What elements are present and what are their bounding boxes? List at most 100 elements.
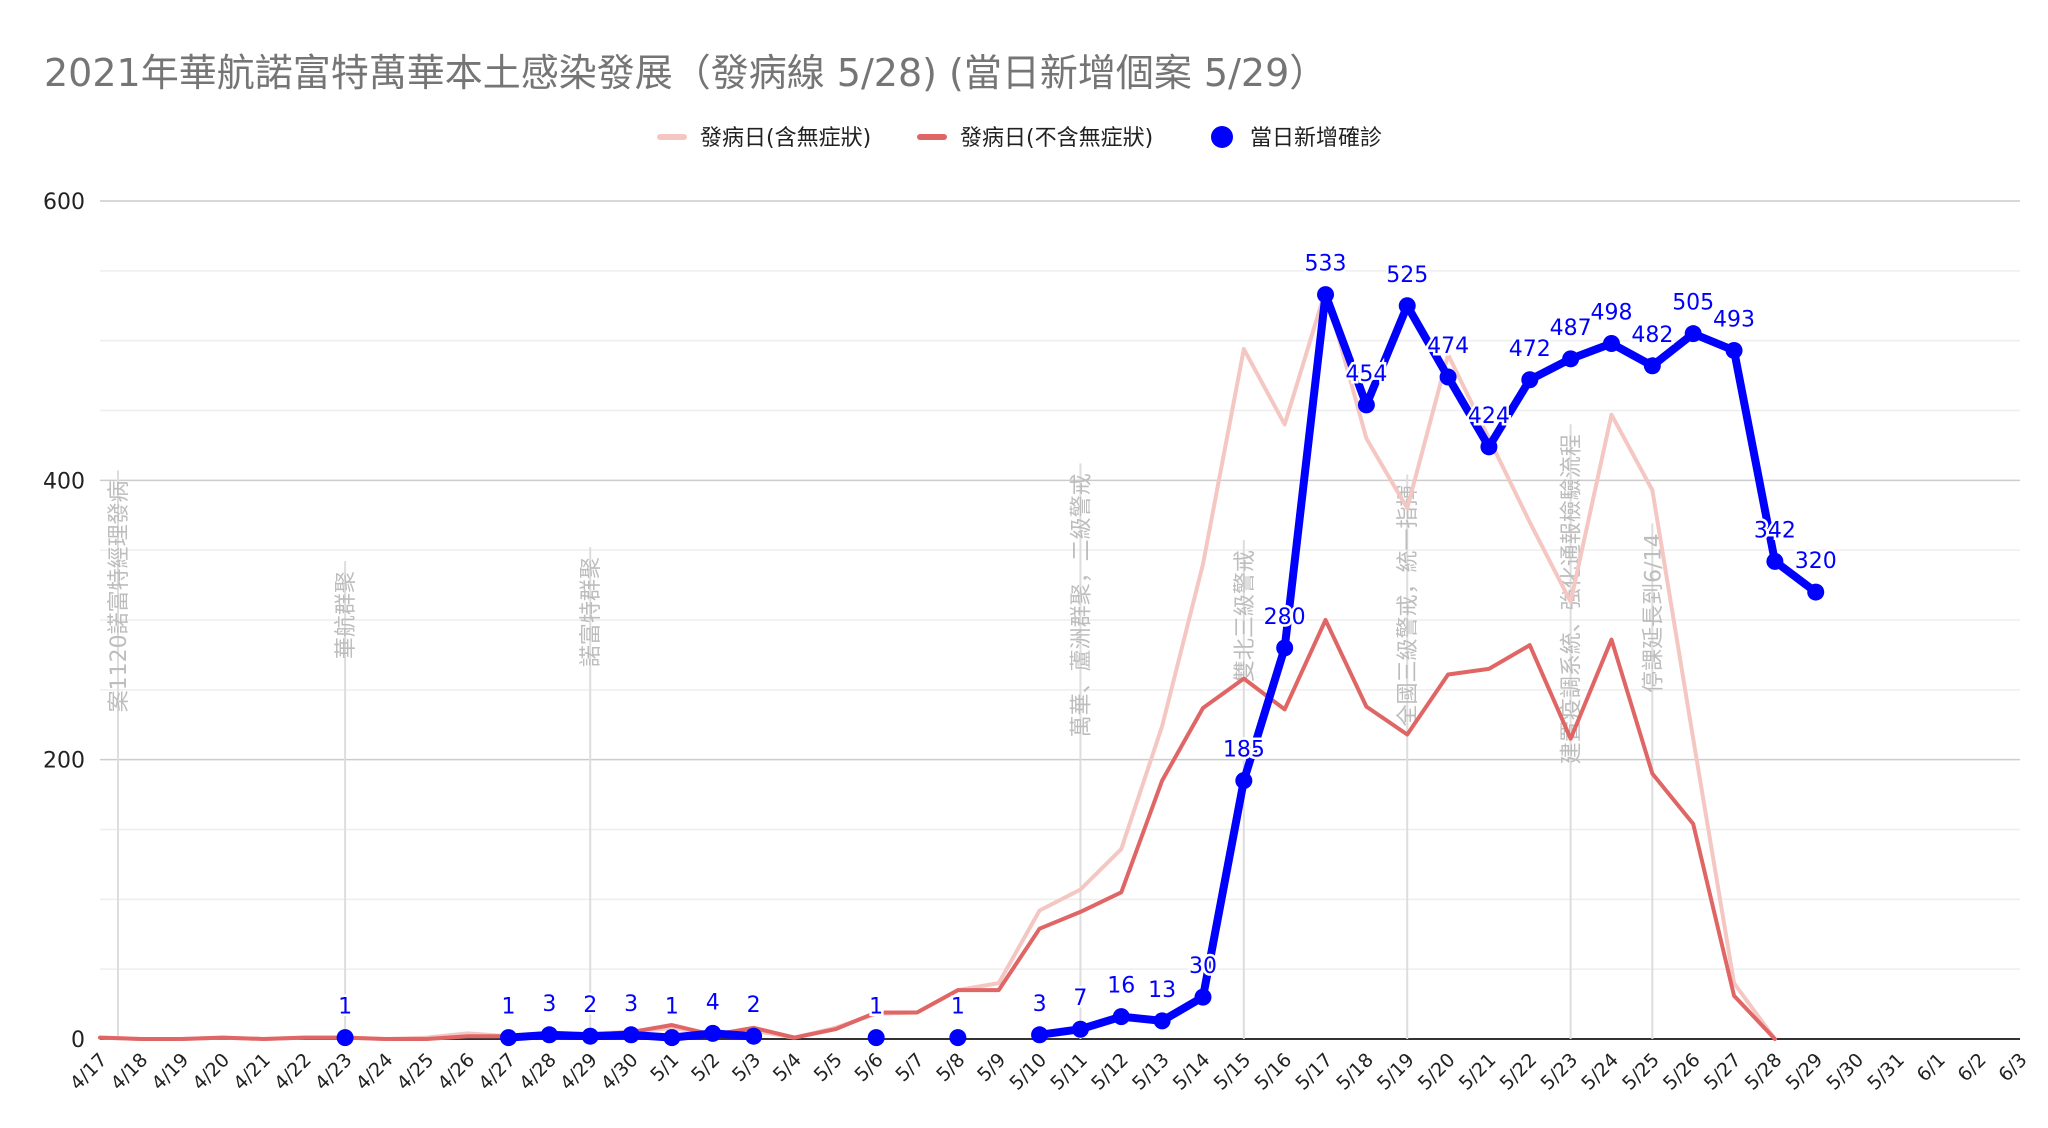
data-point xyxy=(1194,988,1212,1006)
data-label: 1 xyxy=(338,995,352,1020)
data-point xyxy=(1684,325,1702,343)
x-tick-label: 4/17 xyxy=(66,1049,112,1095)
x-tick-label: 6/1 xyxy=(1913,1049,1950,1086)
data-point xyxy=(704,1024,722,1042)
legend-label: 發病日(含無症狀) xyxy=(700,126,871,151)
data-label: 16 xyxy=(1107,974,1135,999)
data-label: 3 xyxy=(1033,992,1047,1017)
data-label: 472 xyxy=(1509,337,1551,362)
data-label: 2 xyxy=(747,993,761,1018)
x-tick-label: 4/25 xyxy=(393,1049,439,1095)
x-tick-label: 5/21 xyxy=(1455,1049,1501,1095)
data-label: 30 xyxy=(1189,954,1217,979)
x-tick-label: 5/18 xyxy=(1332,1049,1378,1095)
data-point xyxy=(1357,396,1375,414)
data-label: 1 xyxy=(502,995,516,1020)
x-tick-label: 5/2 xyxy=(687,1049,724,1086)
legend-label: 當日新增確診 xyxy=(1250,126,1382,151)
x-tick-label: 5/29 xyxy=(1782,1049,1828,1095)
data-label: 4 xyxy=(706,990,720,1015)
data-point xyxy=(1153,1012,1171,1030)
data-label: 2 xyxy=(583,993,597,1018)
data-point xyxy=(622,1026,640,1044)
data-point xyxy=(1317,286,1335,304)
x-tick-label: 4/22 xyxy=(270,1049,316,1095)
data-label: 342 xyxy=(1754,518,1796,543)
data-point xyxy=(336,1029,354,1047)
x-tick-label: 5/5 xyxy=(810,1049,847,1086)
data-point xyxy=(1276,639,1294,657)
data-label: 498 xyxy=(1590,300,1632,325)
y-tick-label: 400 xyxy=(43,469,85,494)
data-point xyxy=(581,1027,599,1045)
data-label: 280 xyxy=(1264,605,1306,630)
data-point xyxy=(1235,772,1253,790)
data-label: 482 xyxy=(1631,323,1673,348)
data-label: 1 xyxy=(869,995,883,1020)
x-tick-label: 5/26 xyxy=(1659,1049,1705,1095)
x-tick-label: 5/11 xyxy=(1046,1049,1092,1095)
x-tick-label: 5/15 xyxy=(1210,1049,1256,1095)
data-point xyxy=(1643,357,1661,375)
data-label: 1 xyxy=(951,995,965,1020)
x-tick-label: 4/18 xyxy=(107,1049,153,1095)
data-point xyxy=(1439,368,1457,386)
x-tick-label: 4/27 xyxy=(474,1049,520,1095)
x-tick-label: 4/23 xyxy=(311,1049,357,1095)
data-point xyxy=(1071,1020,1089,1038)
annotation-text: 雙北三級警戒 xyxy=(1233,550,1258,682)
annotation-text: 華航群聚 xyxy=(334,571,359,659)
series-line-3 xyxy=(1035,290,1820,1039)
data-label: 13 xyxy=(1148,978,1176,1003)
data-point xyxy=(867,1029,885,1047)
x-tick-label: 5/16 xyxy=(1250,1049,1296,1095)
x-tick-label: 5/3 xyxy=(728,1049,765,1086)
series-line-2 xyxy=(98,618,1777,1041)
data-label: 185 xyxy=(1223,738,1265,763)
x-tick-label: 5/1 xyxy=(646,1049,683,1086)
data-point xyxy=(745,1027,763,1045)
data-label: 474 xyxy=(1427,334,1469,359)
x-tick-label: 6/3 xyxy=(1994,1049,2031,1086)
x-tick-label: 5/31 xyxy=(1863,1049,1909,1095)
data-point xyxy=(1807,583,1825,601)
data-point xyxy=(540,1026,558,1044)
x-tick-label: 5/24 xyxy=(1577,1049,1623,1095)
data-point xyxy=(663,1029,681,1047)
data-label: 424 xyxy=(1468,404,1510,429)
annotation-text: 萬華、蘆洲群聚，二級警戒 xyxy=(1069,473,1094,737)
data-label: 533 xyxy=(1305,252,1347,277)
x-tick-label: 4/30 xyxy=(597,1049,643,1095)
x-tick-label: 5/10 xyxy=(1005,1049,1051,1095)
x-tick-label: 6/2 xyxy=(1954,1049,1991,1086)
data-label: 454 xyxy=(1345,362,1387,387)
x-tick-label: 5/20 xyxy=(1414,1049,1460,1095)
x-tick-label: 4/21 xyxy=(229,1049,275,1095)
data-point xyxy=(1398,297,1416,315)
x-tick-label: 5/12 xyxy=(1087,1049,1133,1095)
legend-label: 發病日(不含無症狀) xyxy=(960,126,1153,151)
data-label: 320 xyxy=(1795,549,1837,574)
data-point xyxy=(949,1029,967,1047)
annotation-text: 諾富特群聚 xyxy=(579,557,604,667)
y-tick-label: 200 xyxy=(43,749,85,774)
x-tick-label: 5/23 xyxy=(1536,1049,1582,1095)
x-tick-label: 5/28 xyxy=(1741,1049,1787,1095)
data-label: 3 xyxy=(624,992,638,1017)
x-tick-label: 5/13 xyxy=(1128,1049,1174,1095)
data-label: 505 xyxy=(1672,291,1714,316)
x-tick-label: 5/9 xyxy=(973,1049,1010,1086)
x-tick-label: 5/30 xyxy=(1822,1049,1868,1095)
data-point xyxy=(500,1029,518,1047)
y-tick-label: 0 xyxy=(71,1028,85,1053)
x-tick-label: 5/27 xyxy=(1700,1049,1746,1095)
chart-title: 2021年華航諾富特萬華本土感染發展（發病線 5/28) (當日新增個案 5/2… xyxy=(44,51,1328,95)
x-tick-label: 5/22 xyxy=(1496,1049,1542,1095)
annotation-text: 全國三級警戒，統一指揮 xyxy=(1396,485,1421,727)
x-tick-label: 5/4 xyxy=(769,1049,806,1086)
x-tick-label: 5/7 xyxy=(891,1049,928,1086)
legend-swatch xyxy=(1211,126,1233,148)
data-point xyxy=(1112,1008,1130,1026)
x-tick-label: 4/28 xyxy=(515,1049,561,1095)
